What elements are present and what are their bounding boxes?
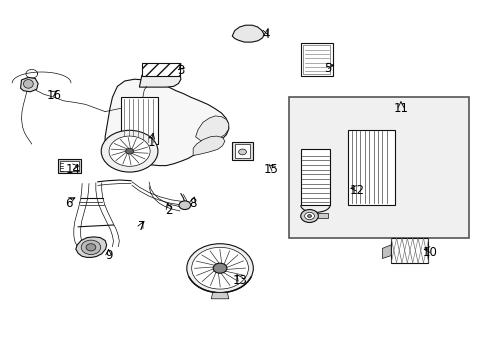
Bar xyxy=(390,238,427,263)
Bar xyxy=(317,213,327,218)
Ellipse shape xyxy=(304,212,314,220)
Polygon shape xyxy=(76,237,106,257)
Text: 1: 1 xyxy=(147,136,155,149)
Text: 12: 12 xyxy=(349,184,364,197)
Bar xyxy=(300,149,329,205)
Text: 5: 5 xyxy=(323,62,331,75)
Text: 13: 13 xyxy=(232,274,246,287)
Text: 11: 11 xyxy=(393,102,407,114)
Text: 4: 4 xyxy=(262,28,270,41)
Ellipse shape xyxy=(109,136,150,166)
Text: 3: 3 xyxy=(177,64,184,77)
Ellipse shape xyxy=(86,244,96,251)
Ellipse shape xyxy=(125,148,133,154)
Polygon shape xyxy=(20,77,38,92)
Ellipse shape xyxy=(213,263,226,273)
Ellipse shape xyxy=(101,130,158,172)
Polygon shape xyxy=(211,293,228,299)
Ellipse shape xyxy=(186,244,253,293)
Polygon shape xyxy=(193,136,224,156)
Polygon shape xyxy=(382,245,390,258)
Bar xyxy=(234,144,250,158)
Polygon shape xyxy=(232,25,264,42)
Ellipse shape xyxy=(307,215,311,217)
Text: 8: 8 xyxy=(189,197,197,210)
Polygon shape xyxy=(105,79,228,166)
Bar xyxy=(58,159,81,173)
Ellipse shape xyxy=(23,80,33,88)
Text: 14: 14 xyxy=(66,163,81,176)
Ellipse shape xyxy=(238,149,246,155)
Polygon shape xyxy=(195,116,228,141)
Bar xyxy=(142,63,180,76)
Bar xyxy=(288,97,468,238)
Text: 7: 7 xyxy=(138,220,145,233)
Ellipse shape xyxy=(300,210,318,222)
Text: 2: 2 xyxy=(164,204,172,217)
Bar xyxy=(121,97,158,144)
Bar xyxy=(300,43,332,76)
Text: 15: 15 xyxy=(264,163,278,176)
Text: 16: 16 xyxy=(46,89,61,102)
Ellipse shape xyxy=(191,247,248,289)
Bar xyxy=(347,130,394,205)
Bar xyxy=(60,161,79,171)
Text: 10: 10 xyxy=(422,246,437,258)
Ellipse shape xyxy=(179,201,190,210)
Polygon shape xyxy=(139,65,181,87)
Bar xyxy=(303,45,329,74)
Ellipse shape xyxy=(81,240,101,255)
Text: 9: 9 xyxy=(104,249,112,262)
Bar xyxy=(232,142,252,160)
Text: 6: 6 xyxy=(64,197,72,210)
